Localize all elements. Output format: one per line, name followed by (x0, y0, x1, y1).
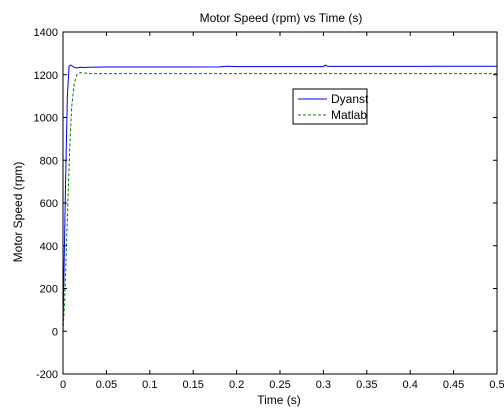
plot-lines (62, 64, 497, 332)
legend-label-matlab: Matlab (331, 108, 367, 122)
y-tick-label: 600 (40, 198, 58, 210)
x-tick-label: 0.15 (182, 379, 203, 391)
x-axis: 0 0.05 0.1 0.15 0.2 0.25 0.3 0.35 0.4 0.45 0.5 (60, 32, 504, 391)
x-tick-label: 0.35 (356, 379, 377, 391)
x-tick-label: 0.05 (96, 379, 117, 391)
x-tick-label: 0.3 (316, 379, 331, 391)
x-tick-label: 0.1 (142, 379, 157, 391)
x-tick-label: 0 (60, 379, 66, 391)
y-tick-label: 1400 (34, 27, 58, 39)
y-tick-label: 1000 (34, 113, 58, 125)
y-tick-label: 800 (40, 155, 58, 167)
legend-box (292, 88, 368, 125)
series-line-matlab (62, 72, 497, 332)
x-axis-label: Time (s) (257, 393, 301, 407)
x-tick-label: 0.4 (403, 379, 418, 391)
series-line-dyanst (62, 64, 497, 332)
y-tick-label: 0 (52, 326, 58, 338)
y-tick-label: -200 (36, 369, 58, 381)
x-tick-label: 0.25 (269, 379, 290, 391)
chart-title: Motor Speed (rpm) vs Time (s) (200, 11, 363, 25)
x-tick-label: 0.2 (229, 379, 244, 391)
y-tick-label: 1200 (34, 70, 58, 82)
x-tick-label: 0.5 (489, 379, 504, 391)
y-axis-label: Motor Speed (rpm) (11, 162, 25, 263)
legend: Dyanst Matlab (292, 88, 369, 125)
legend-label-dyanst: Dyanst (331, 92, 369, 106)
y-tick-label: 200 (40, 284, 58, 296)
y-axis: -200 0 200 400 600 800 1000 1200 1400 (34, 27, 497, 381)
y-tick-label: 400 (40, 241, 58, 253)
x-tick-label: 0.45 (443, 379, 464, 391)
